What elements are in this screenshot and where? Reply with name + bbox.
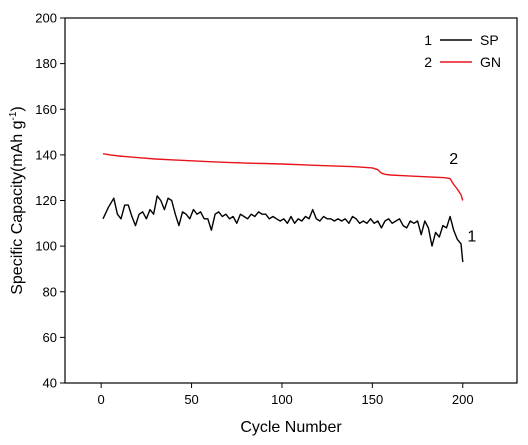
y-tick-label: 180	[35, 56, 57, 71]
series-curve-label-gn: 2	[449, 151, 458, 168]
x-tick-label: 0	[98, 392, 105, 407]
x-tick-label: 50	[184, 392, 198, 407]
legend-number: 1	[424, 32, 432, 48]
legend: 1 SP 2 GN	[424, 32, 501, 70]
y-axis-title-main: Specific Capacity(mAh g	[9, 120, 26, 294]
y-tick-label: 40	[43, 376, 57, 391]
series-curve-label-sp: 1	[467, 229, 476, 246]
y-tick-label: 120	[35, 193, 57, 208]
y-tick-label: 80	[43, 284, 57, 299]
plot-frame	[64, 17, 518, 384]
y-axis-title: Specific Capacity(mAh g-1)	[8, 106, 26, 295]
x-tick-label: 150	[362, 392, 384, 407]
series-layer: 12	[102, 151, 476, 263]
x-tick-label: 100	[271, 392, 293, 407]
x-axis-ticks: 0 50 100 150 200	[98, 383, 474, 407]
y-axis-title-close: )	[9, 106, 26, 111]
series-line-sp	[102, 195, 464, 263]
y-tick-label: 100	[35, 239, 57, 254]
plot-border	[64, 17, 518, 384]
legend-label-sp: SP	[480, 32, 499, 48]
y-tick-label: 140	[35, 147, 57, 162]
x-axis-title: Cycle Number	[240, 419, 342, 436]
y-tick-label: 60	[43, 330, 57, 345]
y-axis-ticks: 40 60 80 100 120 140 160 180 200	[35, 11, 65, 391]
y-tick-label: 200	[35, 11, 57, 26]
legend-number: 2	[424, 54, 432, 70]
series-line-gn	[102, 153, 464, 201]
legend-label-gn: GN	[480, 54, 501, 70]
x-tick-label: 200	[452, 392, 474, 407]
y-axis-title-superscript: -1	[8, 111, 19, 120]
y-tick-label: 160	[35, 102, 57, 117]
